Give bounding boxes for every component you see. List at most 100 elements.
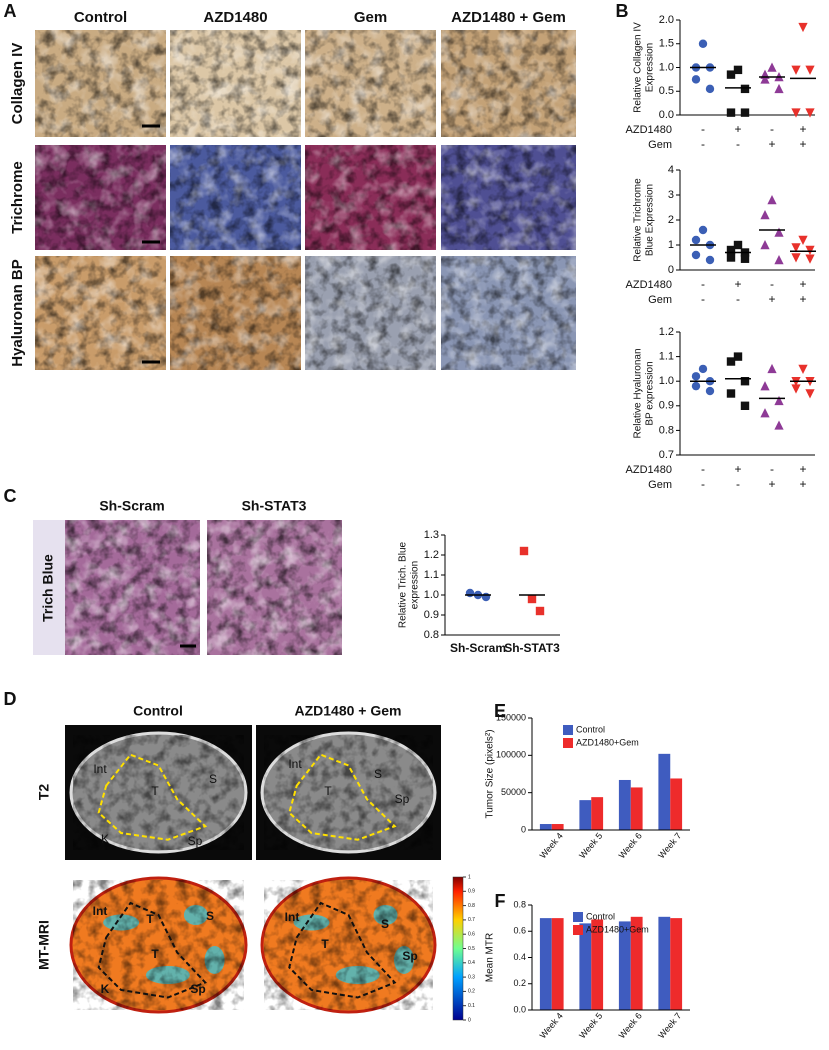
- y-tick-label: 0.8: [659, 424, 674, 436]
- row-label: Collagen IV: [9, 43, 26, 125]
- organ-label: T: [146, 912, 154, 926]
- y-axis-label: Relative Hyaluronan: [633, 348, 644, 438]
- data-point: [726, 70, 736, 79]
- y-tick-label: 50000: [501, 787, 526, 797]
- colorbar-tick-label: 0.9: [468, 889, 475, 895]
- condition-sign: +: [799, 292, 806, 306]
- tile-texture: [305, 256, 436, 370]
- mri-texture: [264, 880, 433, 1010]
- tile-texture: [170, 145, 301, 250]
- organ-label: T: [324, 784, 332, 798]
- data-point: [791, 65, 801, 75]
- data-point: [805, 65, 815, 75]
- data-point: [726, 245, 736, 255]
- condition-sign: +: [768, 292, 775, 306]
- x-tick-label: Week 5: [577, 1011, 604, 1041]
- data-point: [774, 83, 784, 94]
- data-point: [740, 401, 750, 410]
- y-tick-label: 0.0: [513, 1004, 526, 1014]
- condition-sign: -: [736, 137, 740, 151]
- y-tick-label: 0.8: [513, 899, 526, 909]
- data-point: [691, 372, 701, 381]
- tile-texture: [170, 256, 301, 370]
- bar: [658, 753, 671, 830]
- data-point: [774, 227, 784, 237]
- row-label: Trich Blue: [40, 554, 56, 622]
- y-tick-label: 1.0: [659, 375, 674, 387]
- colorbar-tick-label: 0.4: [468, 960, 475, 966]
- data-point: [698, 39, 708, 48]
- condition-label: AZD1480: [626, 464, 672, 476]
- colorbar-tick-label: 1: [468, 874, 471, 880]
- condition-sign: +: [799, 277, 806, 291]
- x-tick-label: Week 4: [538, 1011, 565, 1041]
- y-tick-label: 0: [521, 824, 526, 834]
- y-tick-label: 1.1: [659, 351, 674, 363]
- x-tick-label: Week 6: [617, 1011, 644, 1041]
- y-tick-label: 1.0: [659, 61, 674, 73]
- condition-label: AZD1480: [626, 124, 672, 136]
- data-point: [726, 253, 736, 262]
- bar: [591, 797, 604, 830]
- micrograph: [305, 256, 436, 370]
- condition-sign: +: [734, 462, 741, 476]
- column-header: Control: [133, 703, 183, 719]
- row-label: T2: [36, 784, 52, 801]
- organ-label: S: [206, 909, 214, 923]
- legend-label: Control: [576, 724, 605, 734]
- organ-label: K: [101, 982, 110, 996]
- data-point: [760, 239, 770, 250]
- y-tick-label: 1.3: [424, 529, 439, 541]
- condition-label: AZD1480: [626, 279, 672, 291]
- column-header: AZD1480: [203, 9, 267, 26]
- y-tick-label: 0.5: [659, 85, 674, 97]
- organ-label: Sp: [188, 834, 203, 848]
- y-axis-label: BP expression: [645, 361, 656, 425]
- micrograph: [441, 30, 576, 137]
- condition-label: Gem: [648, 139, 672, 151]
- data-point: [760, 209, 770, 220]
- organ-label: Int: [288, 757, 302, 771]
- mri-image: [65, 725, 252, 860]
- micrograph: [35, 256, 166, 370]
- x-tick-label: Week 5: [577, 831, 604, 861]
- x-tick-label: Sh-Scram: [450, 641, 506, 655]
- mri-image: [256, 870, 441, 1020]
- colorbar-tick-label: 0.1: [468, 1003, 475, 1009]
- column-header: Sh-STAT3: [242, 498, 307, 514]
- tumor-outline: [97, 753, 208, 841]
- data-point: [733, 65, 743, 75]
- column-header: AZD1480 + Gem: [295, 703, 402, 719]
- x-tick-label: Week 7: [656, 1011, 683, 1041]
- data-point: [726, 108, 736, 117]
- x-tick-label: Week 4: [538, 831, 565, 861]
- tile-texture: [35, 30, 166, 137]
- colorbar-tick-label: 0: [468, 1017, 471, 1023]
- mri-texture: [73, 880, 244, 1010]
- condition-sign: -: [736, 292, 740, 306]
- condition-sign: -: [701, 137, 705, 151]
- panel-label: D: [4, 689, 17, 709]
- y-tick-label: 0.7: [659, 449, 674, 461]
- y-tick-label: 1.0: [424, 589, 439, 601]
- y-axis-label: Relative Collagen IV: [633, 22, 644, 113]
- condition-label: Gem: [648, 294, 672, 306]
- data-point: [527, 594, 537, 604]
- bar: [551, 918, 564, 1010]
- data-point: [805, 245, 815, 256]
- organ-label: T: [321, 937, 329, 951]
- organ-label: Sp: [395, 792, 410, 806]
- bar: [618, 779, 631, 830]
- data-point: [760, 74, 770, 84]
- data-point: [760, 381, 770, 391]
- tile-texture: [441, 30, 576, 137]
- data-point: [519, 546, 529, 556]
- condition-sign: -: [701, 122, 705, 136]
- condition-sign: -: [770, 122, 774, 136]
- data-point: [767, 62, 777, 72]
- row-label: Trichrome: [9, 161, 26, 234]
- panel-label: E: [494, 701, 506, 721]
- tile-texture: [305, 145, 436, 250]
- legend-swatch: [563, 725, 573, 735]
